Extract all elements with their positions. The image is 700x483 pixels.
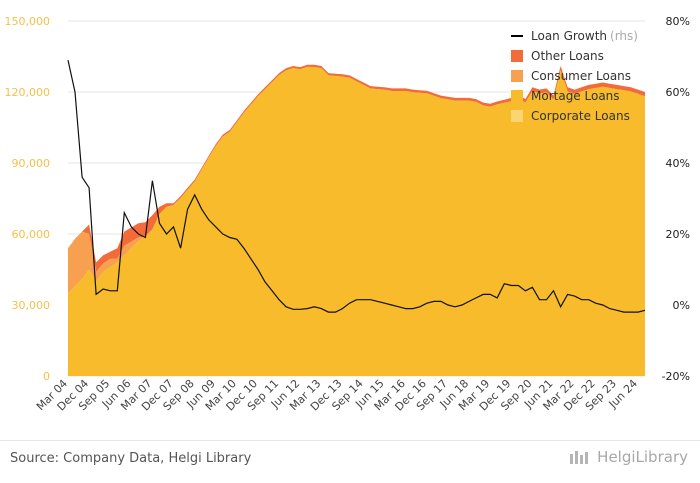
legend-label: Mortage Loans (531, 89, 620, 103)
source-note: Source: Company Data, Helgi Library (10, 451, 252, 466)
y-right-tick-label: 60% (666, 86, 690, 99)
legend-label: Corporate Loans (531, 109, 630, 123)
legend-line-swatch (511, 35, 523, 37)
y-left-tick-label: 0 (43, 370, 50, 383)
legend-label: Loan Growth (531, 29, 608, 43)
legend-swatch (511, 50, 523, 62)
loan-growth-line-group (67, 59, 646, 313)
legend-swatch (511, 90, 523, 102)
loan-chart: 0 30,000 60,000 90,000 120,000 150,000 -20% 0%… (5, 15, 691, 414)
library-icon (570, 451, 589, 464)
loan-growth-line (67, 59, 646, 313)
legend-item-consumer-loans[interactable]: Consumer Loans (511, 66, 638, 86)
y-right-tick-label: 20% (666, 228, 690, 241)
brand-name: HelgiLibrary (597, 448, 688, 466)
y-left-tick-label: 30,000 (12, 299, 51, 312)
y-axis-right: -20% 0% 20% 40% 60% 80% (662, 15, 690, 383)
mortgage-loans-area (68, 66, 645, 377)
y-left-tick-label: 150,000 (5, 15, 51, 28)
legend-item-mortgage-loans[interactable]: Mortage Loans (511, 86, 638, 106)
brand-logo[interactable]: HelgiLibrary (569, 448, 688, 466)
legend-label: Other Loans (531, 49, 604, 63)
other-loans-area (68, 64, 645, 272)
y-left-tick-label: 120,000 (5, 86, 51, 99)
y-left-tick-label: 90,000 (12, 157, 51, 170)
legend-label-suffix: (rhs) (610, 29, 638, 43)
footer-divider (0, 440, 700, 441)
y-right-tick-label: 0% (673, 299, 690, 312)
y-right-tick-label: 80% (666, 15, 690, 28)
legend-item-other-loans[interactable]: Other Loans (511, 46, 638, 66)
legend-item-loan-growth[interactable]: Loan Growth (rhs) (511, 26, 638, 46)
y-axis-left: 0 30,000 60,000 90,000 120,000 150,000 (5, 15, 51, 383)
legend-swatch (511, 110, 523, 122)
legend-label: Consumer Loans (531, 69, 632, 83)
stacked-areas (68, 64, 645, 377)
legend-swatch (511, 70, 523, 82)
legend-item-corporate-loans[interactable]: Corporate Loans (511, 106, 638, 126)
y-right-tick-label: 40% (666, 157, 690, 170)
y-left-tick-label: 60,000 (12, 228, 51, 241)
y-right-tick-label: -20% (662, 370, 690, 383)
chart-legend: Loan Growth (rhs) Other Loans Consumer L… (511, 26, 638, 126)
